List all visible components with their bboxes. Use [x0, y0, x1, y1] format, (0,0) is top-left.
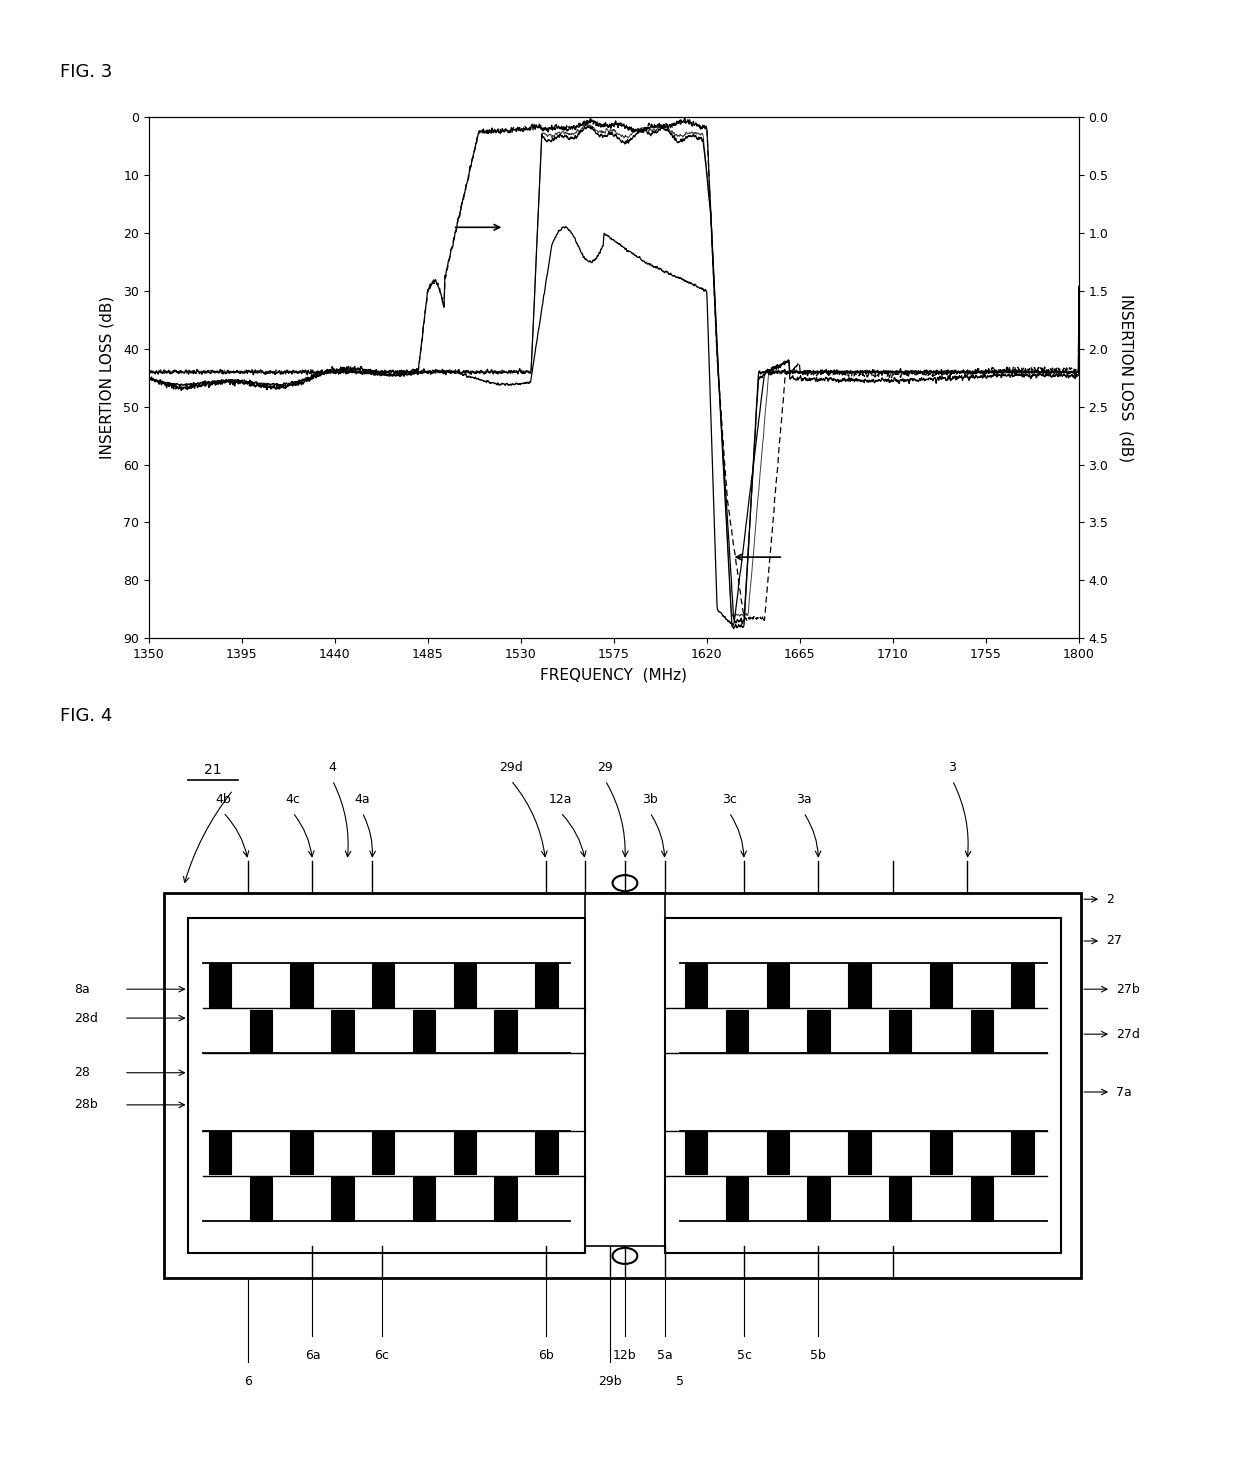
Text: 2: 2	[1106, 893, 1114, 905]
Text: 12a: 12a	[549, 794, 572, 805]
Bar	[495, 1011, 517, 1053]
Bar	[848, 964, 870, 1006]
Text: 4: 4	[329, 761, 336, 775]
Text: 5c: 5c	[737, 1350, 751, 1361]
Bar	[331, 1178, 353, 1221]
Text: 6: 6	[244, 1375, 252, 1388]
Text: 21: 21	[205, 763, 222, 778]
Text: 3c: 3c	[722, 794, 737, 805]
Bar	[848, 1131, 870, 1174]
Bar	[536, 1131, 558, 1174]
Bar	[807, 1011, 830, 1053]
Text: 29: 29	[598, 761, 613, 775]
Text: 12b: 12b	[613, 1350, 637, 1361]
Bar	[725, 1011, 748, 1053]
Text: 3a: 3a	[796, 794, 811, 805]
Y-axis label: INSERTION LOSS  (dB): INSERTION LOSS (dB)	[1118, 293, 1133, 462]
Bar	[413, 1011, 435, 1053]
Text: 28b: 28b	[74, 1099, 98, 1112]
Text: 3b: 3b	[642, 794, 657, 805]
Text: 27b: 27b	[1116, 983, 1140, 996]
Bar	[372, 1131, 394, 1174]
Bar	[290, 1131, 312, 1174]
Text: 5b: 5b	[811, 1350, 826, 1361]
Bar	[413, 1178, 435, 1221]
Bar	[331, 1011, 353, 1053]
Text: 5: 5	[676, 1375, 683, 1388]
Bar	[665, 918, 1061, 1253]
Bar	[372, 964, 394, 1006]
Bar	[495, 1178, 517, 1221]
Y-axis label: INSERTION LOSS (dB): INSERTION LOSS (dB)	[99, 296, 115, 459]
Bar	[1012, 964, 1034, 1006]
Bar	[889, 1011, 911, 1053]
Text: 29d: 29d	[498, 761, 523, 775]
Text: 28d: 28d	[74, 1012, 98, 1024]
Bar	[290, 964, 312, 1006]
Bar	[766, 1131, 789, 1174]
Bar	[164, 893, 1081, 1278]
Text: 5a: 5a	[657, 1350, 672, 1361]
Bar	[208, 964, 232, 1006]
Bar	[971, 1178, 993, 1221]
Bar	[536, 964, 558, 1006]
Text: 6a: 6a	[305, 1350, 320, 1361]
Text: 4c: 4c	[285, 794, 300, 805]
X-axis label: FREQUENCY  (MHz): FREQUENCY (MHz)	[541, 667, 687, 682]
Bar	[188, 918, 585, 1253]
Text: FIG. 4: FIG. 4	[60, 707, 112, 725]
Bar	[249, 1178, 272, 1221]
Text: 6b: 6b	[538, 1350, 553, 1361]
Bar	[208, 1131, 232, 1174]
Bar	[930, 964, 952, 1006]
Bar	[807, 1178, 830, 1221]
Text: 6c: 6c	[374, 1350, 389, 1361]
Bar	[684, 1131, 708, 1174]
Bar	[766, 964, 789, 1006]
Bar	[930, 1131, 952, 1174]
Bar	[889, 1178, 911, 1221]
Text: 3: 3	[949, 761, 956, 775]
Text: 28: 28	[74, 1067, 91, 1080]
Bar	[1012, 1131, 1034, 1174]
Text: 4b: 4b	[216, 794, 231, 805]
Text: FIG. 3: FIG. 3	[60, 63, 112, 81]
Text: 4a: 4a	[355, 794, 370, 805]
Bar	[454, 1131, 476, 1174]
Bar	[684, 964, 708, 1006]
Text: 27d: 27d	[1116, 1028, 1140, 1040]
Bar	[454, 964, 476, 1006]
Bar	[971, 1011, 993, 1053]
Text: 29b: 29b	[598, 1375, 622, 1388]
Text: 8a: 8a	[74, 983, 91, 996]
Text: 27: 27	[1106, 934, 1122, 948]
Bar	[725, 1178, 748, 1221]
Bar	[249, 1011, 272, 1053]
Text: 7a: 7a	[1116, 1086, 1132, 1099]
